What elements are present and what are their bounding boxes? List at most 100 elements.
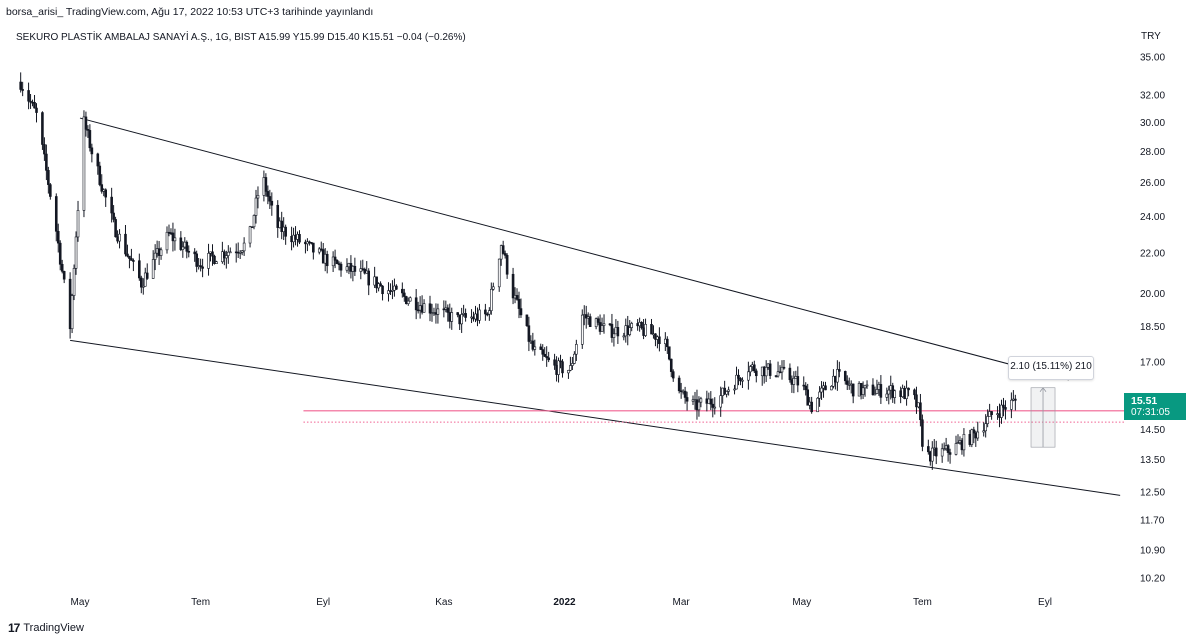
candle-up bbox=[733, 388, 736, 391]
x-tick-label: Eyl bbox=[316, 597, 330, 608]
candle-down bbox=[276, 204, 280, 228]
candle-down bbox=[145, 272, 149, 279]
candle-up bbox=[820, 387, 823, 393]
candle-down bbox=[666, 338, 669, 348]
candle-up bbox=[976, 431, 980, 439]
candle-up bbox=[630, 323, 634, 328]
candle-down bbox=[802, 384, 806, 387]
candle-down bbox=[671, 371, 675, 379]
candle-down bbox=[796, 376, 800, 386]
candle-up bbox=[490, 288, 493, 311]
candle-down bbox=[62, 271, 66, 280]
candle-down bbox=[464, 313, 467, 318]
footer-brand: TradingView bbox=[23, 622, 84, 634]
candle-up bbox=[885, 393, 889, 398]
candle-up bbox=[387, 290, 390, 295]
candle-down bbox=[446, 307, 450, 313]
candle-up bbox=[875, 389, 879, 394]
candle-down bbox=[658, 336, 661, 345]
candle-down bbox=[948, 452, 952, 455]
y-tick-label: 18.50 bbox=[1140, 322, 1165, 333]
candle-down bbox=[140, 277, 143, 288]
candle-down bbox=[353, 265, 357, 272]
candle-down bbox=[43, 144, 46, 155]
candle-down bbox=[100, 184, 104, 192]
lower-trendline bbox=[70, 339, 1121, 496]
candle-down bbox=[41, 112, 44, 145]
y-tick-label: 14.50 bbox=[1140, 425, 1165, 436]
candle-down bbox=[339, 263, 343, 271]
candle-down bbox=[185, 241, 189, 252]
candle-up bbox=[956, 442, 960, 444]
candle-up bbox=[252, 215, 256, 228]
candle-down bbox=[919, 402, 922, 421]
candle-down bbox=[503, 253, 507, 256]
y-tick-label: 11.70 bbox=[1140, 515, 1165, 526]
candle-up bbox=[699, 398, 703, 403]
candle-up bbox=[141, 285, 145, 288]
candle-down bbox=[211, 251, 214, 257]
candle-up bbox=[159, 249, 163, 256]
candle-down bbox=[268, 196, 272, 202]
candle-up bbox=[986, 416, 989, 424]
candle-down bbox=[810, 401, 813, 413]
candle-down bbox=[114, 219, 117, 238]
y-tick-label: 17.00 bbox=[1140, 358, 1165, 369]
candle-up bbox=[818, 391, 821, 399]
candle-down bbox=[223, 251, 226, 259]
candle-down bbox=[921, 419, 924, 447]
candle-down bbox=[484, 309, 487, 315]
candle-down bbox=[871, 384, 875, 396]
candle-up bbox=[982, 430, 985, 433]
candle-up bbox=[727, 389, 730, 392]
candle-up bbox=[248, 226, 252, 244]
candle-up bbox=[391, 289, 394, 292]
y-tick-label: 12.50 bbox=[1140, 488, 1165, 499]
candle-up bbox=[557, 360, 560, 375]
candle-up bbox=[491, 286, 495, 290]
x-tick-label: Tem bbox=[913, 597, 932, 608]
candle-down bbox=[86, 129, 90, 131]
candle-down bbox=[35, 107, 38, 113]
candle-up bbox=[74, 236, 78, 269]
candle-down bbox=[545, 356, 548, 359]
candle-up bbox=[602, 323, 606, 326]
tradingview-footer[interactable]: 17 TradingView bbox=[8, 621, 84, 635]
candle-up bbox=[478, 309, 481, 321]
candle-down bbox=[266, 191, 270, 197]
candle-up bbox=[76, 210, 80, 238]
candle-down bbox=[84, 116, 88, 130]
publish-caption: borsa_arisi_ TradingView.com, Ağu 17, 20… bbox=[6, 6, 374, 18]
candle-down bbox=[98, 165, 102, 185]
candle-down bbox=[515, 295, 519, 300]
candle-up bbox=[143, 272, 147, 287]
y-tick-label: 13.50 bbox=[1140, 455, 1165, 466]
symbol-legend: SEKURO PLASTİK AMBALAJ SANAYİ A.Ş., 1G, … bbox=[16, 32, 466, 43]
candle-down bbox=[112, 212, 115, 220]
candle-down bbox=[54, 196, 58, 232]
candle-down bbox=[737, 374, 740, 379]
candle-up bbox=[764, 366, 768, 377]
last-price-value: 15.51 bbox=[1131, 395, 1158, 407]
candle-down bbox=[367, 270, 371, 286]
candle-down bbox=[264, 177, 268, 192]
candle-down bbox=[851, 383, 855, 397]
candle-down bbox=[29, 100, 32, 103]
candle-down bbox=[213, 255, 216, 264]
last-price-tag: 15.51 07:31:05 bbox=[1124, 393, 1186, 420]
candle-down bbox=[616, 327, 620, 337]
candle-down bbox=[527, 325, 531, 342]
candle-up bbox=[225, 255, 228, 259]
candle-down bbox=[250, 226, 254, 228]
candle-down bbox=[640, 322, 643, 329]
candle-up bbox=[741, 379, 744, 382]
candle-down bbox=[49, 184, 52, 197]
bar-countdown: 07:31:05 bbox=[1131, 407, 1170, 418]
y-tick-label: 35.00 bbox=[1140, 53, 1165, 64]
candle-up bbox=[749, 366, 752, 373]
candle-up bbox=[533, 346, 537, 350]
candle-down bbox=[525, 314, 529, 327]
candle-up bbox=[72, 268, 76, 296]
candle-down bbox=[381, 285, 384, 295]
